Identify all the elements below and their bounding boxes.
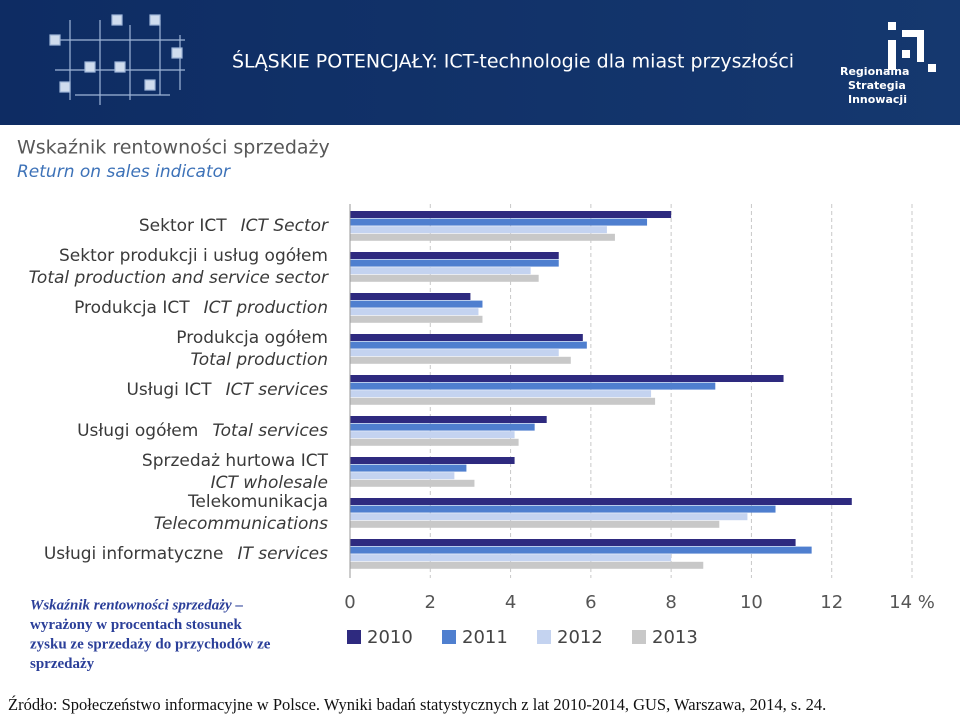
category-label: Produkcja ogółem (176, 328, 328, 348)
bar (350, 233, 615, 241)
bar (350, 356, 571, 364)
x-tick-label: 8 (665, 592, 676, 613)
legend-label: 2010 (367, 627, 413, 648)
chart-title: Wskaźnik rentowności sprzedaży (17, 137, 330, 159)
bar (350, 349, 559, 357)
bar (350, 479, 475, 487)
legend-label: 2012 (557, 627, 603, 648)
bar (350, 464, 467, 472)
category-label-en: ICT production (204, 298, 328, 318)
definition-note: wyrażony w procentach stosunek (30, 617, 242, 633)
bar (350, 211, 672, 218)
category-label: Usługi ogółem (77, 421, 198, 441)
bar (350, 375, 784, 382)
definition-note: sprzedaży (30, 656, 95, 672)
rsi-logo (888, 22, 936, 72)
bar (350, 498, 852, 505)
bar (350, 341, 587, 349)
bar (350, 513, 748, 521)
legend-label: 2013 (652, 627, 698, 648)
bar (350, 267, 531, 275)
category-label: Sektor ICT (139, 216, 227, 236)
category-label-en: Total production (190, 350, 328, 370)
logo-text: Regionalna (840, 65, 909, 78)
x-tick-label: 6 (585, 592, 596, 613)
x-tick-label: 10 (740, 592, 763, 613)
bar (350, 539, 796, 546)
bar (350, 382, 716, 390)
logo-text: Innowacji (848, 93, 907, 106)
chart-subtitle: Return on sales indicator (17, 162, 231, 182)
legend-label: 2011 (462, 627, 508, 648)
category-label-en: IT services (237, 544, 328, 564)
bar (350, 218, 648, 226)
bar (350, 274, 539, 282)
header-title: ŚLĄSKIE POTENCJAŁY: ICT-technologie dla … (232, 49, 794, 73)
category-label: Usługi informatyczne (44, 544, 224, 564)
bar (350, 259, 559, 267)
bar (350, 397, 656, 405)
category-label: Usługi ICT (126, 380, 212, 400)
category-label-en: Total production and service sector (29, 268, 329, 288)
bar (350, 431, 515, 439)
category-label: Telekomunikacja (187, 492, 328, 512)
bar (350, 546, 812, 554)
bar (350, 390, 652, 398)
bar (350, 226, 607, 234)
category-label-en: Telecommunications (154, 514, 328, 534)
bar (350, 472, 455, 480)
bar (350, 416, 547, 423)
legend-swatch (347, 630, 361, 644)
legend-swatch (537, 630, 551, 644)
legend-swatch (632, 630, 646, 644)
category-label: Sprzedaż hurtowa ICT (142, 451, 329, 471)
category-label: Sektor produkcji i usług ogółem (59, 246, 328, 266)
x-tick-label: 4 (505, 592, 516, 613)
category-label: Produkcja ICT (74, 298, 190, 318)
bar (350, 252, 559, 259)
bar (350, 554, 672, 562)
category-label-en: Total services (212, 421, 328, 441)
legend-swatch (442, 630, 456, 644)
logo-text: Strategia (848, 79, 906, 92)
category-label-en: ICT wholesale (211, 473, 328, 493)
bar (350, 315, 483, 323)
x-tick-label: 2 (425, 592, 436, 613)
bar (350, 423, 535, 431)
category-label-en: ICT services (226, 380, 329, 400)
x-tick-label: 14 % (889, 592, 935, 613)
bar (350, 308, 479, 316)
bar (350, 505, 776, 513)
definition-note: zysku ze sprzedaży do przychodów ze (30, 636, 271, 652)
category-label-en: ICT Sector (241, 216, 329, 236)
bar (350, 293, 471, 300)
source-note: Źródło: Społeczeństwo informacyjne w Pol… (8, 695, 826, 714)
bar (350, 334, 583, 341)
bar (350, 300, 483, 308)
bar (350, 457, 515, 464)
bar (350, 561, 704, 569)
x-tick-label: 12 (820, 592, 843, 613)
bar (350, 520, 720, 528)
bar (350, 438, 519, 446)
x-tick-label: 0 (344, 592, 355, 613)
definition-note: Wskaźnik rentowności sprzedaży – (30, 597, 243, 613)
circuit-logo (49, 14, 185, 105)
